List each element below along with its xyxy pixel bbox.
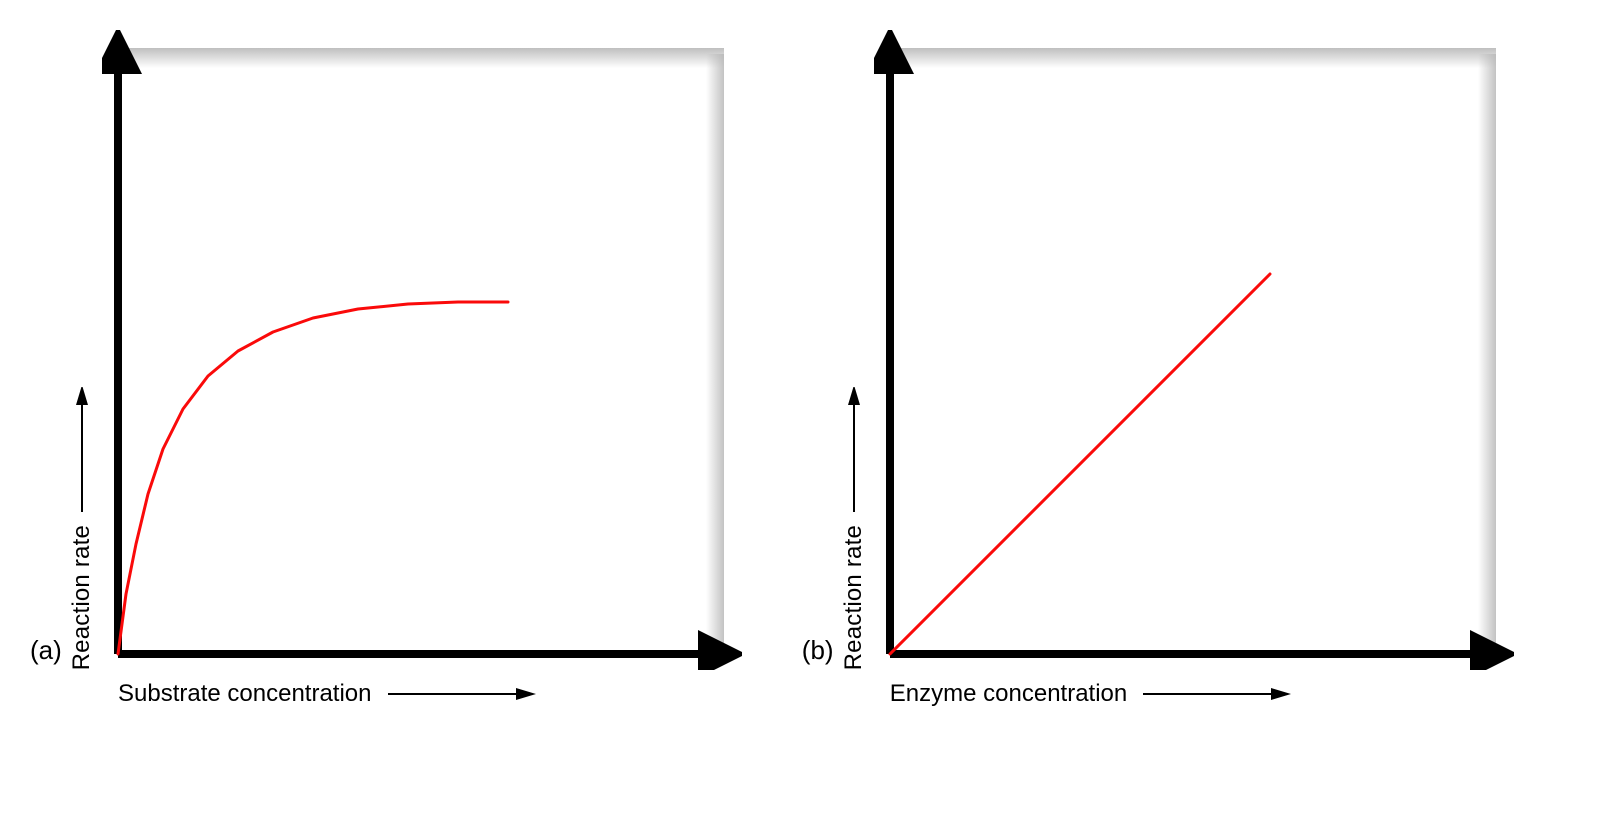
panel-b-xlabel-group: Enzyme concentration	[890, 680, 1291, 708]
panel-a-ylabel-group: Reaction rate	[68, 387, 96, 670]
panel-a-row: (a) Reaction rate	[30, 30, 742, 670]
panel-a-ylabel: Reaction rate	[68, 525, 96, 670]
panel-b: (b) Reaction rate Enzyme concentration	[802, 30, 1514, 708]
yaxis-arrow-icon	[71, 387, 93, 517]
panel-a-plot	[102, 30, 742, 670]
panel-b-tag: (b)	[802, 635, 834, 670]
panel-b-plot	[874, 30, 1514, 670]
xaxis-arrow-icon	[1141, 685, 1291, 703]
panel-a: (a) Reaction rate Substrate concentratio…	[30, 30, 742, 708]
panel-a-tag: (a)	[30, 635, 62, 670]
panel-a-xlabel-group: Substrate concentration	[118, 680, 536, 708]
panel-b-xlabel: Enzyme concentration	[890, 680, 1127, 708]
yaxis-arrow-icon	[843, 387, 865, 517]
figure-container: (a) Reaction rate Substrate concentratio…	[0, 0, 1613, 728]
panel-a-xlabel: Substrate concentration	[118, 680, 372, 708]
panel-b-ylabel: Reaction rate	[840, 525, 868, 670]
panel-b-ylabel-group: Reaction rate	[840, 387, 868, 670]
xaxis-arrow-icon	[386, 685, 536, 703]
panel-b-row: (b) Reaction rate	[802, 30, 1514, 670]
